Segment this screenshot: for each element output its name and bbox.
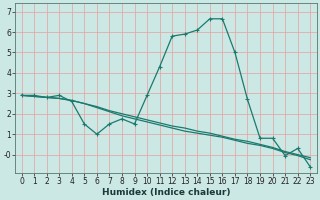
X-axis label: Humidex (Indice chaleur): Humidex (Indice chaleur) (102, 188, 230, 197)
